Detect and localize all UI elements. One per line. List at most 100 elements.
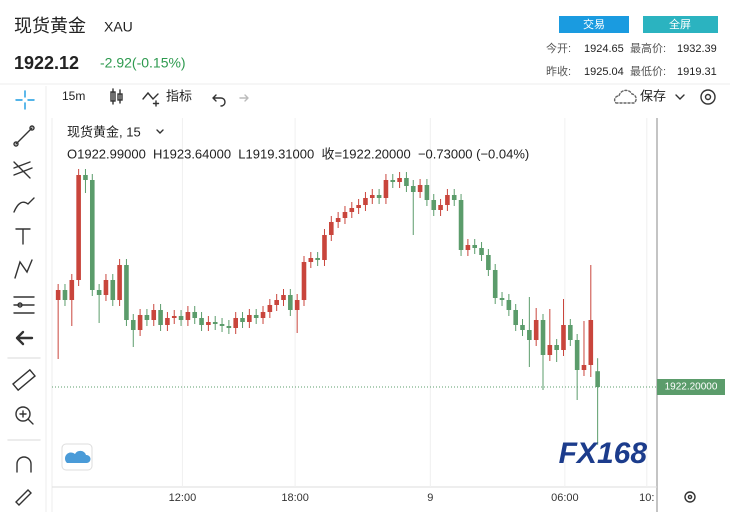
redo[interactable]	[239, 94, 249, 102]
candle-body	[294, 300, 300, 310]
candle-body	[240, 318, 245, 322]
price: 1922.12	[14, 53, 79, 73]
x-tick-label: 12:00	[169, 492, 197, 504]
candle-body	[404, 178, 409, 186]
candle-body	[192, 312, 198, 318]
interval[interactable]: 15m	[62, 89, 85, 103]
indicators[interactable]: 指标	[166, 88, 192, 103]
brush-tool[interactable]	[13, 197, 35, 213]
candle-body	[342, 212, 348, 218]
candle-body	[540, 320, 546, 355]
candle-body	[158, 310, 163, 325]
measure-tool[interactable]	[13, 296, 35, 314]
candle-body	[520, 325, 525, 330]
candle-body	[130, 320, 136, 330]
title: 现货黄金	[14, 16, 86, 36]
stat-label: 最低价:	[630, 65, 666, 78]
candle-body	[144, 315, 150, 320]
fullscreen-button[interactable]	[643, 16, 718, 33]
x-tick-label: 06:00	[551, 492, 579, 504]
candle-body	[431, 200, 437, 210]
candle-body	[110, 280, 116, 300]
plot	[52, 118, 657, 487]
candle-body	[451, 195, 457, 200]
candle-body	[397, 178, 402, 182]
candle-body	[513, 310, 518, 325]
candle-type[interactable]	[110, 88, 123, 105]
settings[interactable]	[700, 89, 716, 105]
button-label[interactable]: 交易	[583, 17, 605, 31]
left-toolbar	[7, 125, 41, 506]
candle-body	[595, 371, 600, 387]
candle-body	[383, 180, 389, 198]
stat-label: 最高价:	[630, 41, 666, 55]
candle-body	[247, 315, 252, 322]
candle-body	[335, 218, 341, 222]
candle-body	[445, 195, 450, 205]
trade-button[interactable]	[559, 16, 629, 33]
axis-settings[interactable]	[684, 491, 696, 503]
candle-body	[274, 300, 279, 305]
candle-body	[308, 258, 314, 262]
candle-body	[315, 258, 320, 260]
legend-menu[interactable]	[156, 129, 164, 134]
candle-body	[83, 175, 88, 180]
candle-body	[89, 180, 95, 290]
magnet-tool[interactable]	[16, 456, 32, 473]
candle-body	[206, 322, 211, 325]
candle-body	[533, 320, 539, 340]
candle-body	[124, 265, 129, 320]
candle-body	[185, 312, 191, 320]
candle-body	[281, 295, 286, 300]
candle-body	[486, 255, 491, 270]
stat-value: 1925.04	[584, 66, 624, 78]
candle-body	[390, 180, 396, 182]
channel-tool[interactable]	[13, 161, 33, 179]
undo[interactable]	[212, 94, 226, 107]
ohlc: O1922.99000 H1923.64000 L1919.31000 收=19…	[67, 146, 529, 161]
candle-body	[369, 195, 375, 198]
crosshair-tool[interactable]	[15, 90, 35, 110]
candle-body	[322, 235, 327, 260]
candle-body	[137, 315, 143, 330]
watermark: FX168	[559, 437, 648, 470]
price-label-box	[657, 379, 725, 395]
candle-body	[233, 318, 238, 328]
stat-value: 1924.65	[584, 43, 624, 55]
stat-value: 1932.39	[677, 43, 717, 55]
x-tick-label: 9	[427, 492, 433, 504]
candle-body	[349, 208, 355, 212]
candle-body	[329, 222, 334, 235]
candle-body	[288, 295, 293, 310]
x-tick-label: 10:	[639, 492, 654, 504]
candle-body	[438, 205, 443, 210]
zoom-tool[interactable]	[15, 406, 34, 425]
save[interactable]: 保存	[640, 88, 666, 103]
text-tool[interactable]	[15, 228, 31, 245]
price-label: 1922.20000	[665, 382, 718, 393]
back-arrow[interactable]	[15, 330, 34, 346]
change: -2.92(-0.15%)	[100, 55, 186, 71]
indicator-icon[interactable]	[142, 91, 160, 107]
stat-label: 今开:	[546, 41, 571, 55]
candle-body	[458, 200, 464, 250]
save-menu[interactable]	[675, 94, 685, 100]
candle-body	[356, 205, 361, 208]
candle-body	[527, 330, 532, 340]
candle-body	[554, 345, 559, 350]
cloud-save[interactable]	[613, 89, 637, 104]
button-label[interactable]: 全屏	[669, 17, 691, 31]
line-tool[interactable]	[13, 125, 35, 147]
candle-body	[103, 280, 109, 295]
candle-body	[376, 195, 382, 198]
candle-body	[69, 280, 75, 300]
pencil-tool[interactable]	[15, 489, 32, 506]
pattern-tool[interactable]	[14, 259, 33, 279]
candle-body	[479, 248, 484, 255]
candle-body	[62, 290, 68, 300]
candle-body	[561, 325, 566, 350]
candle-body	[253, 315, 259, 318]
ruler-tool[interactable]	[12, 368, 36, 392]
candle-body	[581, 365, 587, 370]
